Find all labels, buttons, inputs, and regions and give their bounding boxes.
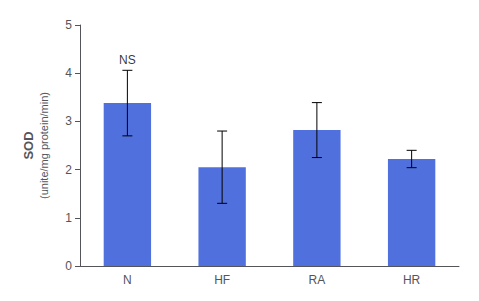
- svg-text:5: 5: [65, 18, 72, 32]
- svg-text:NS: NS: [119, 53, 136, 67]
- svg-text:1: 1: [65, 211, 72, 225]
- svg-text:3: 3: [65, 114, 72, 128]
- svg-text:0: 0: [65, 259, 72, 273]
- svg-text:4: 4: [65, 66, 72, 80]
- svg-text:SOD: SOD: [21, 131, 36, 159]
- svg-text:N: N: [123, 273, 132, 287]
- svg-text:(unite/mg protein/min): (unite/mg protein/min): [38, 92, 50, 199]
- svg-text:2: 2: [65, 163, 72, 177]
- svg-text:RA: RA: [309, 273, 326, 287]
- svg-text:HR: HR: [403, 273, 421, 287]
- svg-text:HF: HF: [214, 273, 230, 287]
